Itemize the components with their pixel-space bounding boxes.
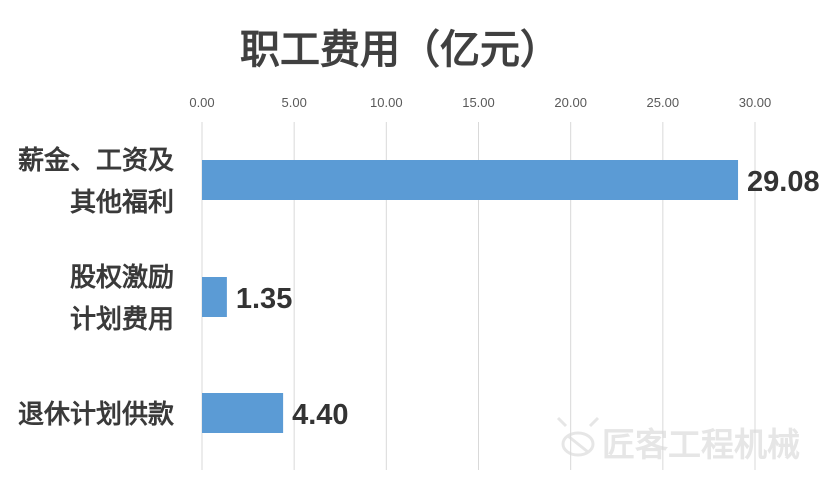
category-label: 计划费用 bbox=[70, 305, 174, 335]
value-label: 1.35 bbox=[236, 283, 292, 315]
watermark: 匠客工程机械 bbox=[556, 416, 800, 464]
x-tick-label: 0.00 bbox=[189, 95, 214, 110]
x-tick-label: 20.00 bbox=[554, 95, 587, 110]
category-label: 退休计划供款 bbox=[18, 400, 175, 430]
x-tick-label: 15.00 bbox=[462, 95, 495, 110]
x-tick-label: 10.00 bbox=[370, 95, 403, 110]
bar bbox=[202, 393, 284, 433]
category-label: 薪金、工资及 bbox=[18, 145, 174, 176]
bee-logo-icon bbox=[556, 416, 600, 457]
bar bbox=[202, 277, 227, 317]
x-tick-label: 5.00 bbox=[282, 95, 307, 110]
chart-title: 职工费用（亿元） bbox=[240, 27, 560, 73]
x-tick-label: 30.00 bbox=[739, 95, 772, 110]
category-label: 其他福利 bbox=[70, 188, 174, 218]
value-label: 4.40 bbox=[292, 399, 348, 431]
bars bbox=[202, 160, 739, 433]
category-label: 股权激励 bbox=[70, 262, 174, 293]
value-labels: 29.08 1.35 4.40 bbox=[236, 166, 820, 431]
value-label: 29.08 bbox=[747, 166, 820, 198]
watermark-text: 匠客工程机械 bbox=[602, 425, 800, 464]
x-axis-ticks: 0.00 5.00 10.00 15.00 20.00 25.00 30.00 bbox=[189, 95, 771, 110]
x-tick-label: 25.00 bbox=[647, 95, 680, 110]
bar bbox=[202, 160, 739, 200]
